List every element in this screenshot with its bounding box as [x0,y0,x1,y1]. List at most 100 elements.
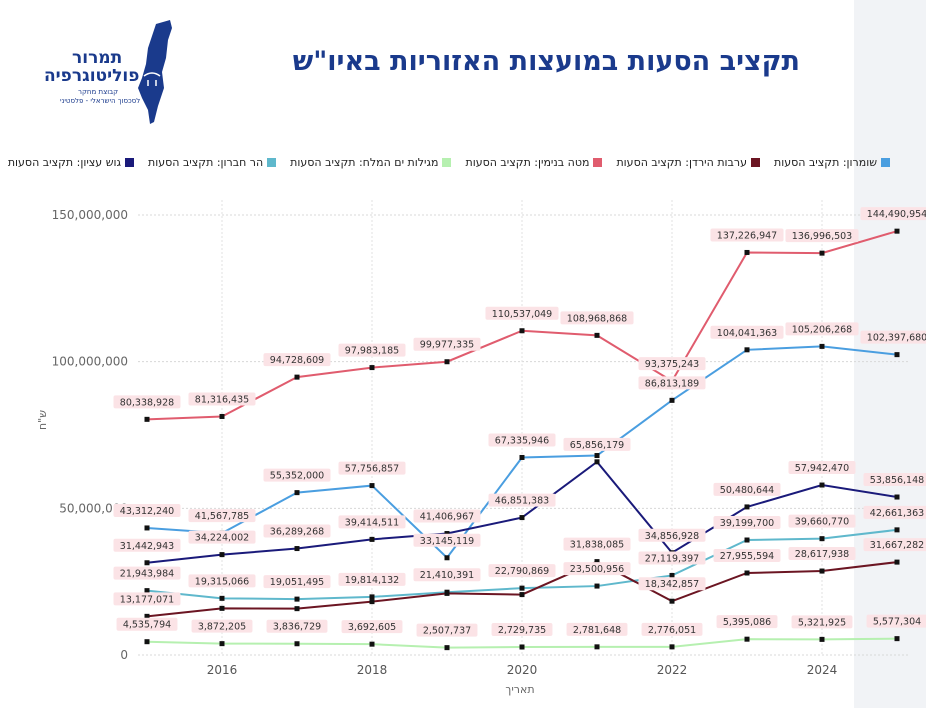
data-point-hebron [219,595,225,601]
data-label-bg [710,228,784,242]
data-label: 97,983,185 [345,346,399,357]
data-label: 2,776,051 [648,625,696,636]
data-label-bg [263,353,331,367]
data-label-bg [488,564,556,578]
data-label: 39,660,770 [795,517,849,528]
legend-item-arvot[interactable]: ערבות הירדן: תקציב הסעות [616,156,761,169]
data-label-bg [560,311,634,325]
data-point-arvot [219,605,225,611]
data-point-hebron [144,588,150,594]
legend-swatch [125,158,135,167]
data-label: 3,692,605 [348,622,396,633]
data-label-bg [338,515,406,529]
data-point-megilot [669,644,675,650]
data-point-megilot [369,641,375,647]
data-label-bg [188,530,256,544]
data-label: 39,414,511 [345,517,399,528]
y-tick-label: 100,000,000 [52,355,128,369]
data-label-bg [113,503,181,517]
data-label: 108,968,868 [567,313,627,324]
legend-item-shomron[interactable]: שומרון: תקציב הסעות [774,156,890,169]
data-label: 23,500,956 [570,564,624,575]
x-tick-label: 2020 [507,663,538,677]
data-point-megilot [819,636,825,642]
chart-legend: שומרון: תקציב הסעות ערבות הירדן: תקציב הס… [8,156,890,174]
data-point-megilot [219,641,225,647]
data-label: 55,352,000 [270,471,324,482]
data-label: 2,729,735 [498,625,546,636]
data-label-bg [563,437,631,451]
data-label: 136,996,503 [792,231,852,242]
data-point-arvot [369,599,375,605]
data-point-arvot [669,598,675,604]
data-label-bg [413,509,481,523]
data-label: 3,872,205 [198,622,246,633]
data-label-bg [563,537,631,551]
data-point-shomron [894,352,900,358]
data-point-hebron [294,596,300,602]
data-label: 94,728,609 [270,355,324,366]
legend-item-binyamin[interactable]: מטה בנימין: תקציב הסעות [465,156,603,169]
data-label-bg [416,623,478,637]
data-point-shomron [594,453,600,459]
data-label-bg [338,461,406,475]
data-point-shomron [294,490,300,496]
x-tick-label: 2024 [807,663,838,677]
data-point-arvot [519,592,525,598]
data-label: 57,756,857 [345,464,399,475]
logo-text-primary: תמרור [72,48,123,68]
legend-swatch [442,158,452,167]
data-point-shomron [669,397,675,403]
data-point-hebron [744,537,750,543]
data-label: 67,335,946 [495,435,549,446]
data-label: 39,199,700 [720,518,774,529]
data-label-bg [638,376,706,390]
data-label: 102,397,680 [867,333,926,344]
data-label-bg [860,207,926,221]
data-label: 50,480,644 [720,485,774,496]
data-label-bg [338,572,406,586]
data-point-hebron [894,527,900,533]
data-label: 5,395,086 [723,617,771,628]
data-label-bg [638,551,706,565]
data-label-bg [563,562,631,576]
data-label-bg [413,568,481,582]
legend-label: שומרון: תקציב הסעות [774,156,877,169]
data-point-etzion [894,494,900,500]
data-point-hebron [819,536,825,542]
data-label-bg [713,516,781,530]
data-label: 28,617,938 [795,549,849,560]
data-point-shomron [369,483,375,489]
data-point-binyamin [294,374,300,380]
data-label: 33,145,119 [420,536,474,547]
data-label: 41,406,967 [420,512,474,523]
legend-swatch [881,158,890,167]
data-point-hebron [369,594,375,600]
data-point-etzion [144,560,150,566]
legend-item-etzion[interactable]: גוש עציון: תקציב הסעות [8,156,135,169]
data-label: 19,051,495 [270,577,324,588]
data-label-bg [866,614,926,628]
data-point-shomron [144,525,150,531]
data-label: 21,943,984 [120,569,174,580]
legend-item-hebron[interactable]: הר חברון: תקציב הסעות [148,156,277,169]
y-axis-title: ש"ח [36,410,49,430]
data-point-arvot [819,568,825,574]
data-label-bg [413,533,481,547]
data-label: 34,224,002 [195,533,249,544]
data-label-bg [266,619,328,633]
logo-text-secondary: פוליטוגרפיה [44,66,140,86]
legend-swatch [751,158,761,167]
data-label-bg [341,620,403,634]
data-label: 53,856,148 [870,475,924,486]
data-label: 5,321,925 [798,617,846,628]
data-label: 80,338,928 [120,397,174,408]
legend-label: מגילות ים המלח: תקציב הסעות [290,156,439,169]
legend-label: ערבות הירדן: תקציב הסעות [616,156,748,169]
data-label: 137,226,947 [717,230,777,241]
data-label: 31,667,282 [870,540,924,551]
data-label-bg [188,392,256,406]
data-label-bg [788,514,856,528]
legend-item-megilot[interactable]: מגילות ים המלח: תקציב הסעות [290,156,452,169]
data-label-bg [641,622,703,636]
